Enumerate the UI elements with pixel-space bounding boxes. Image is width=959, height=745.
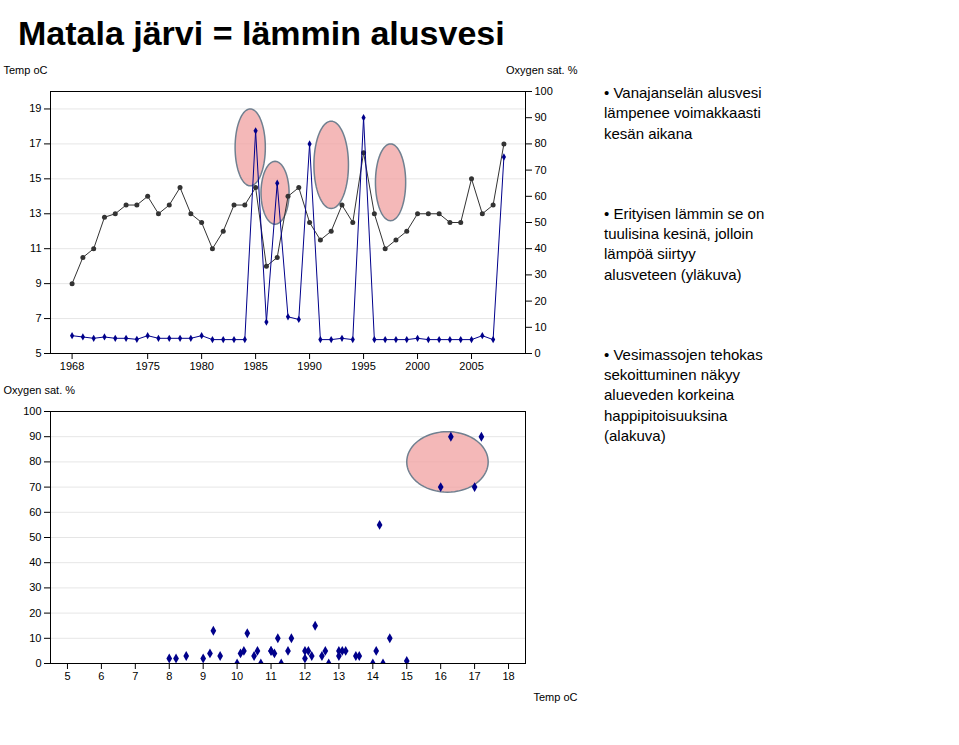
svg-text:9: 9 [35,277,41,289]
svg-text:70: 70 [535,164,547,176]
svg-text:13: 13 [333,670,345,682]
svg-text:19: 19 [29,102,41,114]
html-text:Matala järvi = lämmin alusvesi: Matala järvi = lämmin alusvesi [18,14,505,52]
svg-text:20: 20 [29,607,41,619]
svg-text:1980: 1980 [189,360,213,372]
svg-text:0: 0 [535,347,541,359]
svg-text:15: 15 [29,172,41,184]
svg-text:11: 11 [265,670,276,682]
svg-text:1990: 1990 [297,360,321,372]
svg-text:90: 90 [535,111,547,123]
svg-text:10: 10 [29,632,41,644]
svg-text:40: 40 [29,556,41,568]
svg-text:6: 6 [98,670,104,682]
svg-text:5: 5 [64,670,70,682]
svg-text:90: 90 [29,430,41,442]
svg-text:13: 13 [29,207,41,219]
svg-text:16: 16 [435,670,447,682]
html-text:• Vesimassojen tehokas sekoitt: • Vesimassojen tehokas sekoittuminen näk… [604,345,763,444]
svg-text:10: 10 [535,321,547,333]
svg-text:70: 70 [29,481,41,493]
svg-text:1968: 1968 [60,360,84,372]
svg-text:17: 17 [468,670,480,682]
svg-text:20: 20 [535,295,547,307]
svg-text:14: 14 [367,670,379,682]
svg-text:Oxygen sat. %: Oxygen sat. % [506,64,578,76]
svg-text:Temp oC: Temp oC [533,691,577,703]
svg-text:30: 30 [535,268,547,280]
svg-text:18: 18 [502,670,514,682]
svg-text:Temp oC: Temp oC [4,64,48,76]
svg-text:60: 60 [535,190,547,202]
html-text:• Erityisen lämmin se on tuuli: • Erityisen lämmin se on tuulisina kesin… [604,204,765,283]
svg-text:17: 17 [29,137,41,149]
svg-text:1985: 1985 [243,360,267,372]
svg-text:10: 10 [231,670,243,682]
svg-text:80: 80 [29,455,41,467]
svg-text:40: 40 [535,242,547,254]
svg-text:30: 30 [29,581,41,593]
svg-text:9: 9 [200,670,206,682]
svg-text:2005: 2005 [459,360,483,372]
svg-text:8: 8 [166,670,172,682]
svg-text:0: 0 [35,657,41,669]
svg-text:7: 7 [35,312,41,324]
svg-text:100: 100 [23,405,41,417]
svg-text:5: 5 [35,347,41,359]
html-text:• Vanajanselän alusvesi lämpen: • Vanajanselän alusvesi lämpenee voimakk… [604,84,762,142]
svg-text:60: 60 [29,506,41,518]
svg-text:Oxygen sat. %: Oxygen sat. % [4,384,76,396]
svg-text:1975: 1975 [135,360,159,372]
svg-text:11: 11 [30,242,41,254]
svg-text:100: 100 [535,85,553,97]
svg-text:80: 80 [535,137,547,149]
svg-text:12: 12 [299,670,311,682]
svg-text:1995: 1995 [351,360,375,372]
svg-text:7: 7 [132,670,138,682]
svg-text:15: 15 [401,670,413,682]
svg-text:50: 50 [535,216,547,228]
svg-text:2000: 2000 [405,360,429,372]
svg-text:50: 50 [29,531,41,543]
